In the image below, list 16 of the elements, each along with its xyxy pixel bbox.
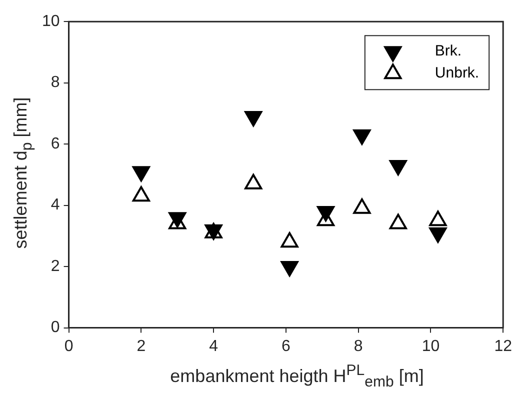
x-tick-label: 2 — [136, 338, 146, 355]
x-tick-label: 4 — [209, 338, 218, 355]
x-tick-label: 8 — [354, 338, 363, 355]
x-axis-title: embankment heigth H$^{PL}$$_{emb}$ [m] — [169, 362, 425, 391]
y-tick-label: 10 — [42, 13, 60, 30]
x-tick-label: 0 — [64, 338, 74, 355]
x-tick-label: 6 — [281, 338, 290, 355]
y-tick-label: 0 — [50, 319, 60, 336]
y-tick-label: 6 — [50, 135, 60, 152]
y-tick-label: 2 — [50, 258, 60, 275]
y-tick-label: 8 — [50, 74, 60, 92]
legend-label: Brk. — [434, 42, 462, 60]
x-tick-label: 12 — [494, 338, 512, 355]
y-tick-label: 4 — [50, 196, 60, 214]
x-tick-label: 10 — [422, 338, 440, 355]
legend-label: Unbrk. — [434, 64, 480, 82]
